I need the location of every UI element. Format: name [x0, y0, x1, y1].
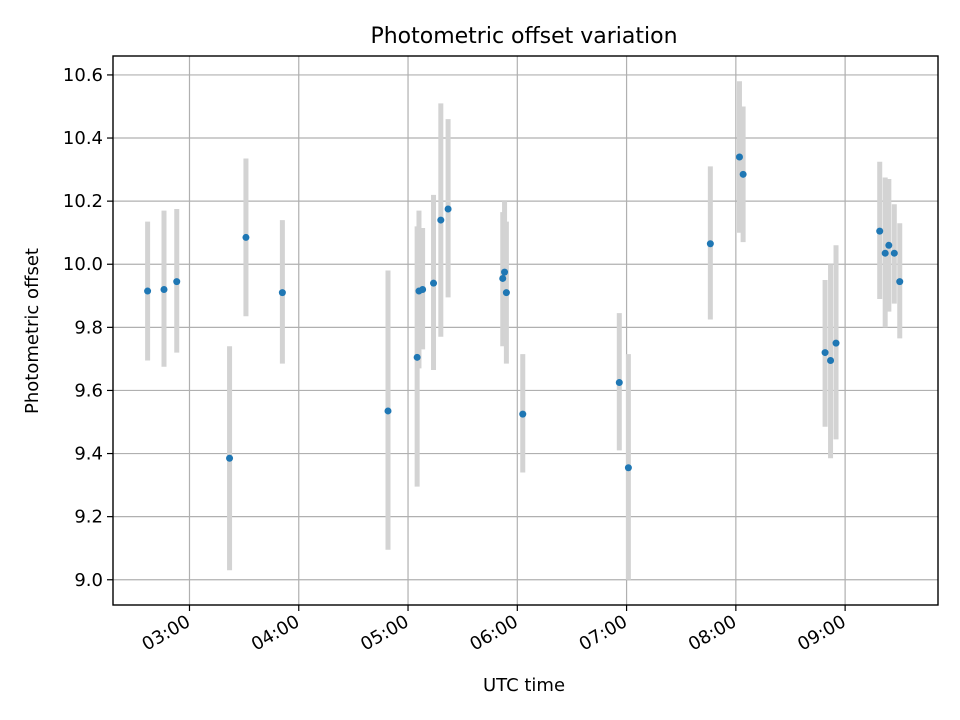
data-point: [499, 274, 507, 282]
data-point: [896, 278, 904, 286]
x-tick-label: 05:00: [357, 611, 412, 655]
data-point: [144, 287, 152, 295]
data-point: [413, 353, 421, 361]
axis-ticks: 03:00 04:00 05:00 06:00 07:00 08:00 09:00 9.0 9.…: [63, 65, 850, 655]
data-point: [885, 241, 893, 249]
y-tick-label: 10.2: [63, 191, 103, 212]
y-tick-label: 9.2: [74, 507, 103, 528]
y-tick-label: 9.0: [74, 570, 103, 591]
data-point: [890, 249, 898, 257]
x-tick-label: 03:00: [139, 611, 194, 655]
data-points: [144, 153, 904, 472]
y-tick-label: 9.6: [74, 380, 103, 401]
y-tick-label: 10.0: [63, 254, 103, 275]
plot-frame: [112, 55, 939, 606]
x-tick-label: 07:00: [576, 611, 631, 655]
data-point: [735, 153, 743, 161]
data-point: [706, 240, 714, 248]
data-point: [827, 356, 835, 364]
data-point: [739, 170, 747, 178]
data-point: [226, 454, 234, 462]
data-point: [519, 410, 527, 418]
x-axis-label: UTC time: [483, 675, 565, 696]
data-point: [437, 216, 445, 224]
data-point: [444, 205, 452, 213]
data-point: [615, 379, 623, 387]
x-tick-label: 04:00: [248, 611, 303, 655]
data-point: [419, 285, 427, 293]
y-tick-label: 9.4: [74, 444, 103, 465]
data-point: [430, 279, 438, 287]
data-point: [624, 464, 632, 472]
error-bars: [145, 81, 903, 580]
chart-title: Photometric offset variation: [370, 24, 677, 49]
x-tick-label: 09:00: [794, 611, 849, 655]
data-point: [501, 268, 509, 276]
data-point: [502, 289, 510, 297]
x-tick-label: 06:00: [466, 611, 521, 655]
data-point: [242, 233, 250, 241]
x-tick-label: 08:00: [685, 611, 740, 655]
data-point: [876, 227, 884, 235]
data-point: [173, 278, 181, 286]
data-point: [881, 249, 889, 257]
data-point: [384, 407, 392, 415]
y-axis-label: Photometric offset: [22, 248, 43, 414]
y-tick-label: 10.4: [63, 128, 103, 149]
data-point: [821, 349, 829, 357]
y-tick-label: 9.8: [74, 317, 103, 338]
data-point: [832, 339, 840, 347]
grid: [113, 56, 938, 605]
data-point: [160, 285, 168, 293]
y-tick-label: 10.6: [63, 65, 103, 86]
data-point: [278, 289, 286, 297]
